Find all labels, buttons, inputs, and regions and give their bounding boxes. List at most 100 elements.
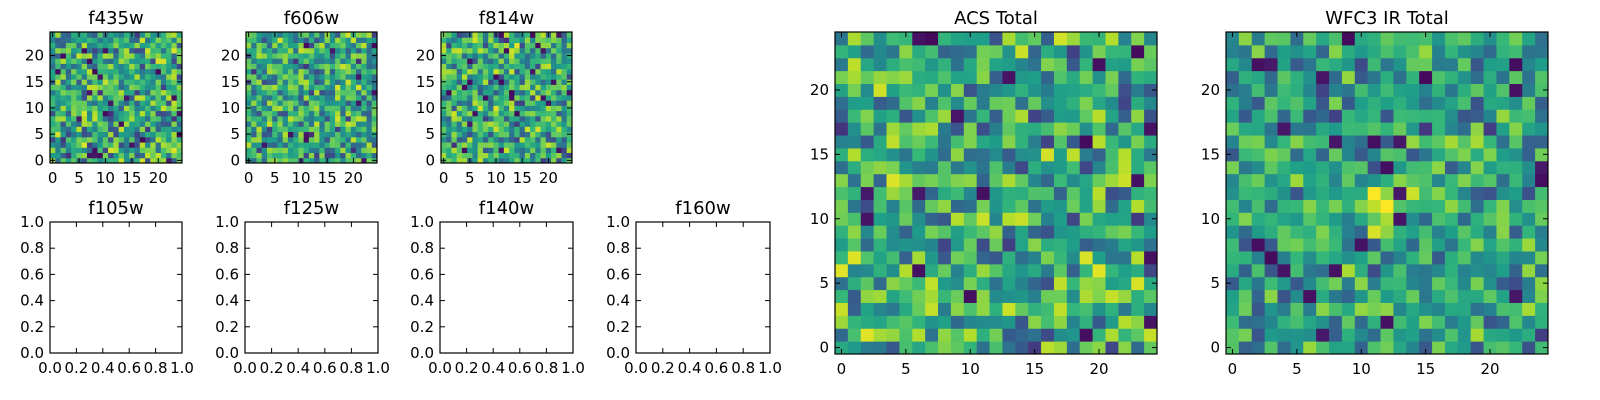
heatmap-cell xyxy=(561,63,568,70)
heatmap-cell xyxy=(456,100,463,106)
heatmap-cell xyxy=(361,110,368,117)
heatmap-cell xyxy=(912,341,926,355)
heatmap-cell xyxy=(535,136,542,143)
heatmap-cell xyxy=(329,37,336,43)
heatmap-cell xyxy=(55,142,62,148)
x-tick-label: 10 xyxy=(291,169,310,187)
heatmap-cell xyxy=(912,44,926,59)
heatmap-cell xyxy=(1380,32,1394,46)
heatmap-cell xyxy=(1419,263,1433,278)
heatmap-cell xyxy=(551,142,557,148)
heatmap-cell xyxy=(1053,109,1068,123)
heatmap-cell xyxy=(472,100,479,106)
heatmap-cell xyxy=(371,42,378,49)
heatmap-cell xyxy=(329,147,336,154)
heatmap-cell xyxy=(446,94,452,101)
heatmap-cell xyxy=(272,52,278,59)
heatmap-cell xyxy=(303,115,310,122)
heatmap-cell xyxy=(71,94,77,101)
heatmap-cell xyxy=(1444,302,1459,316)
heatmap-cell xyxy=(113,32,120,38)
heatmap-cell xyxy=(356,58,362,64)
heatmap-cell xyxy=(835,250,849,265)
heatmap-cell xyxy=(118,32,125,38)
heatmap-cell xyxy=(1470,173,1485,188)
heatmap-cell xyxy=(461,32,468,38)
heatmap-cell xyxy=(350,89,357,96)
heatmap-cell xyxy=(108,68,114,75)
heatmap-cell xyxy=(1264,186,1279,200)
heatmap-cell xyxy=(1367,147,1382,162)
heatmap-cell xyxy=(97,157,104,164)
heatmap-cell xyxy=(1118,122,1132,136)
y-tick-label: 0.0 xyxy=(410,344,434,362)
heatmap-cell xyxy=(246,42,252,49)
heatmap-cell xyxy=(912,173,926,188)
heatmap-cell xyxy=(1079,225,1094,239)
heatmap-cell xyxy=(287,105,294,112)
heatmap-cell xyxy=(925,173,939,188)
heatmap-cell xyxy=(1105,289,1119,303)
heatmap-cell xyxy=(498,52,505,59)
heatmap-cell xyxy=(1015,109,1029,123)
heatmap-cell xyxy=(524,42,531,49)
heatmap-cell xyxy=(1457,160,1472,175)
heatmap-cell xyxy=(1226,289,1240,303)
heatmap-cell xyxy=(1238,44,1253,59)
heatmap-cell xyxy=(1535,32,1549,46)
heatmap-cell xyxy=(1406,147,1420,162)
heatmap-cell xyxy=(1264,302,1279,316)
heatmap-cell xyxy=(1354,160,1369,175)
heatmap-cell xyxy=(503,147,510,154)
heatmap-cell xyxy=(246,147,252,154)
heatmap-cell xyxy=(293,105,299,112)
heatmap-cell xyxy=(1367,225,1382,239)
heatmap-cell xyxy=(912,225,926,239)
heatmap-cell xyxy=(176,89,183,96)
heatmap-cell xyxy=(1509,250,1523,265)
heatmap-cell xyxy=(1144,199,1158,213)
heatmap-cell xyxy=(1277,212,1291,226)
heatmap-cell xyxy=(251,105,257,112)
heatmap-cell xyxy=(1131,250,1145,265)
heatmap-cell xyxy=(1522,186,1536,200)
heatmap-cell xyxy=(361,32,368,38)
heatmap-cell xyxy=(477,79,484,85)
heatmap-cell xyxy=(298,131,305,138)
heatmap-cell xyxy=(1341,328,1356,342)
heatmap-cell xyxy=(86,152,93,159)
heatmap-cell xyxy=(1367,341,1382,355)
heatmap-cell xyxy=(1483,263,1497,278)
heatmap-cell xyxy=(561,115,568,122)
y-tick-label: 0.4 xyxy=(606,292,630,310)
heatmap-cell xyxy=(535,84,542,91)
heatmap-cell xyxy=(1470,44,1485,59)
heatmap-cell xyxy=(139,63,146,70)
heatmap-cell xyxy=(950,276,965,291)
heatmap-cell xyxy=(171,73,178,80)
heatmap-cell xyxy=(1444,160,1459,175)
heatmap-cell xyxy=(81,152,88,159)
heatmap-cell xyxy=(176,84,183,91)
heatmap-cell xyxy=(1251,250,1266,265)
heatmap-cell xyxy=(166,152,172,159)
heatmap-cell xyxy=(1457,122,1472,136)
y-tick-label: 0.8 xyxy=(215,239,239,257)
heatmap-cell xyxy=(456,105,463,112)
heatmap-cell xyxy=(524,68,531,75)
heatmap-cell xyxy=(65,100,72,106)
heatmap-cell xyxy=(488,100,494,106)
heatmap-cell xyxy=(1053,225,1068,239)
heatmap-cell xyxy=(319,142,326,148)
heatmap-cell xyxy=(1419,57,1433,72)
heatmap-cell xyxy=(293,89,299,96)
heatmap-cell xyxy=(102,105,109,112)
heatmap-cell xyxy=(566,115,573,122)
heatmap-cell xyxy=(1144,263,1158,278)
heatmap-cell xyxy=(873,70,888,85)
heatmap-cell xyxy=(335,37,341,43)
heatmap-cell xyxy=(524,79,531,85)
y-tick-label: 0 xyxy=(425,151,435,169)
heatmap-cell xyxy=(102,121,109,127)
